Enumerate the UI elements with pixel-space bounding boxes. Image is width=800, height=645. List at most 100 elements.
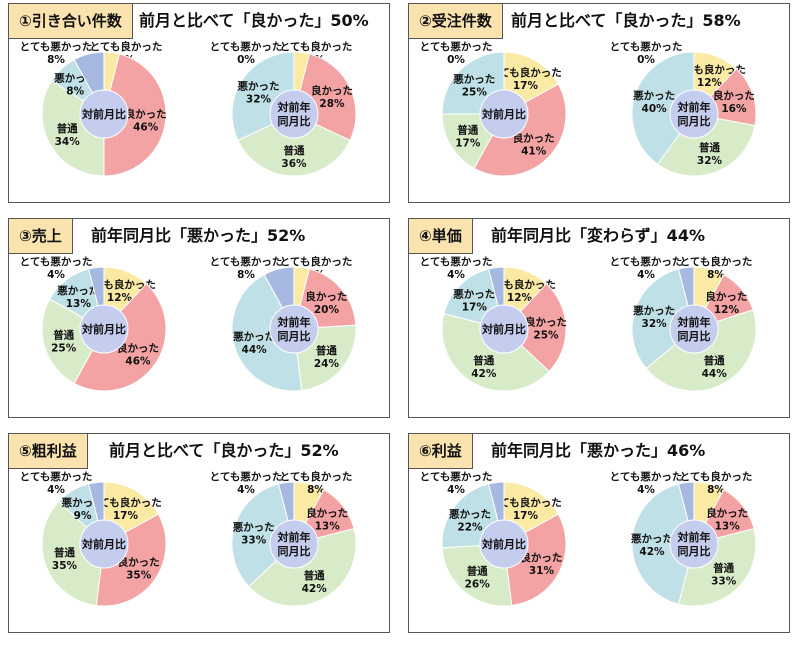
pie-month-over-month: とても良かった12%良かった25%普通42%悪かった17%とても悪かった4%対前… <box>420 256 567 392</box>
label-bad-name: 悪かった <box>233 521 275 533</box>
label-good-value: 25% <box>533 330 559 342</box>
panel-unit-price: ④単価 前年同月比「変わらず」44% とても良かった 12% 良かった 25% 普通 42… <box>408 218 790 418</box>
label-very-good-name: とても良かった <box>680 255 753 268</box>
pie-center <box>269 89 319 139</box>
label-normal-value: 33% <box>711 576 737 588</box>
label-very-good-name: とても良かった <box>89 496 162 509</box>
label-good-value: 28% <box>319 98 345 110</box>
label-very-good-value: 17% <box>113 510 139 522</box>
label-very-bad-name: とても悪かった <box>210 41 283 53</box>
label-very-good-value: 8% <box>707 484 725 496</box>
label-good-name: 良かった <box>705 290 747 303</box>
label-good-value: 46% <box>133 121 159 133</box>
label-very-good-value: 17% <box>513 80 539 92</box>
slice-bad <box>231 483 295 588</box>
panel-pies: とても良かった4%良かった46%普通34%悪かった8%とても悪かった8%対前月比… <box>20 40 357 177</box>
label-good-name: 良かった <box>118 556 160 569</box>
panel-headline: 前月と比べて「良かった」50% <box>139 11 369 30</box>
pie-month-over-month: とても良かった17%良かった41%普通17%悪かった25%とても悪かった0%対前… <box>420 41 567 177</box>
label-very-bad-value: 4% <box>447 484 465 496</box>
center-label-line1: 対前年 <box>277 315 311 329</box>
center-label: 対前月比 <box>81 107 126 121</box>
label-normal-value: 24% <box>314 358 340 370</box>
center-label: 対前月比 <box>81 537 126 551</box>
pie-center <box>669 304 719 354</box>
label-very-bad-name: とても悪かった <box>610 41 683 53</box>
label-good-name: 良かった <box>713 89 755 102</box>
pie-month-over-month: とても良かった17%良かった35%普通35%悪かった9%とても悪かった4%対前月… <box>20 471 167 607</box>
label-normal-value: 36% <box>281 158 307 170</box>
label-normal-name: 普通 <box>473 354 494 367</box>
pie-center <box>669 89 719 139</box>
label-bad-value: 40% <box>642 103 668 115</box>
pie-month-over-month: とても良かった12%良かった46%普通25%悪かった13%とても悪かった4%対前… <box>20 256 167 392</box>
panel-headline: 前月と比べて「良かった」52% <box>109 441 339 460</box>
label-good-name: 良かった <box>513 132 555 145</box>
label-good-value: 13% <box>715 520 741 532</box>
label-good-value: 41% <box>521 146 547 158</box>
label-very-bad-value: 0% <box>237 54 255 66</box>
label-bad-value: 8% <box>66 85 84 97</box>
panel-tag: ④単価 <box>409 219 473 254</box>
panel-profit: ⑥利益 前年同月比「悪かった」46% とても良かった 17% 良かった 31% 普通 26… <box>408 433 790 633</box>
label-good-value: 16% <box>721 103 747 115</box>
label-good-name: 良かった <box>305 290 347 303</box>
label-normal-name: 普通 <box>467 564 488 577</box>
label-good-value: 12% <box>714 304 740 316</box>
label-bad-value: 33% <box>241 534 267 546</box>
label-very-bad-name: とても悪かった <box>420 471 493 483</box>
panel-tag: ⑥利益 <box>409 434 473 469</box>
pie-center <box>669 519 719 569</box>
label-bad-value: 13% <box>66 298 92 310</box>
label-good-name: 良かった <box>117 342 159 355</box>
center-label-line1: 対前年 <box>277 530 311 544</box>
label-good-name: 良かった <box>706 506 748 519</box>
label-very-bad-value: 4% <box>47 269 65 281</box>
label-normal-value: 34% <box>55 136 81 148</box>
slice-normal <box>237 113 351 177</box>
label-normal-value: 26% <box>465 578 491 590</box>
label-good-value: 20% <box>314 304 340 316</box>
label-very-bad-name: とても悪かった <box>210 256 283 268</box>
label-normal-name: 普通 <box>284 144 305 157</box>
center-label-line1: 対前年 <box>677 530 711 544</box>
label-normal-name: 普通 <box>54 546 75 559</box>
center-label: 対前月比 <box>81 322 126 336</box>
label-normal-name: 普通 <box>457 123 478 136</box>
pie-center <box>479 89 529 139</box>
slice-bad <box>231 273 303 392</box>
panel-pies: とても良かった17%良かった31%普通26%悪かった22%とても悪かった4%対前… <box>420 470 757 607</box>
label-bad-name: 悪かった <box>238 81 280 93</box>
label-bad-value: 9% <box>74 510 92 522</box>
center-label-line2: 同月比 <box>678 544 711 558</box>
slice-good <box>95 513 167 607</box>
label-bad-name: 悪かった <box>453 288 495 300</box>
panel-pies: とても良かった17%良かった41%普通17%悪かった25%とても悪かった0%対前… <box>420 41 757 177</box>
label-good-value: 31% <box>529 565 555 577</box>
label-very-bad-value: 8% <box>237 269 255 281</box>
label-bad-value: 22% <box>457 521 483 533</box>
label-very-bad-name: とても悪かった <box>420 41 493 53</box>
pie-year-over-year: とても良かった12%良かった16%普通32%悪かった40%とても悪かった0%対前… <box>610 41 757 177</box>
center-label-line2: 同月比 <box>278 329 311 343</box>
panel-tag: ①引き合い件数 <box>9 4 133 39</box>
label-very-bad-name: とても悪かった <box>20 471 93 483</box>
label-bad-name: 悪かった <box>233 331 275 343</box>
center-label-line2: 同月比 <box>678 329 711 343</box>
panel-gross-profit: ⑤粗利益 前月と比べて「良かった」52% とても良かった 17% 良かった 35% 普通… <box>8 433 390 633</box>
label-normal-name: 普通 <box>57 122 78 135</box>
center-label: 対前月比 <box>481 537 526 551</box>
panel-pies: とても良かった12%良かった46%普通25%悪かった13%とても悪かった4%対前… <box>20 255 357 392</box>
label-normal-value: 44% <box>702 368 728 380</box>
label-normal-value: 25% <box>51 343 77 355</box>
label-normal-value: 42% <box>471 368 497 380</box>
label-very-good-name: とても良かった <box>489 496 562 509</box>
center-label-line2: 同月比 <box>278 544 311 558</box>
label-very-bad-value: 4% <box>47 484 65 496</box>
center-label-line1: 対前年 <box>677 315 711 329</box>
label-very-good-value: 12% <box>107 292 133 304</box>
label-bad-value: 42% <box>639 546 665 558</box>
